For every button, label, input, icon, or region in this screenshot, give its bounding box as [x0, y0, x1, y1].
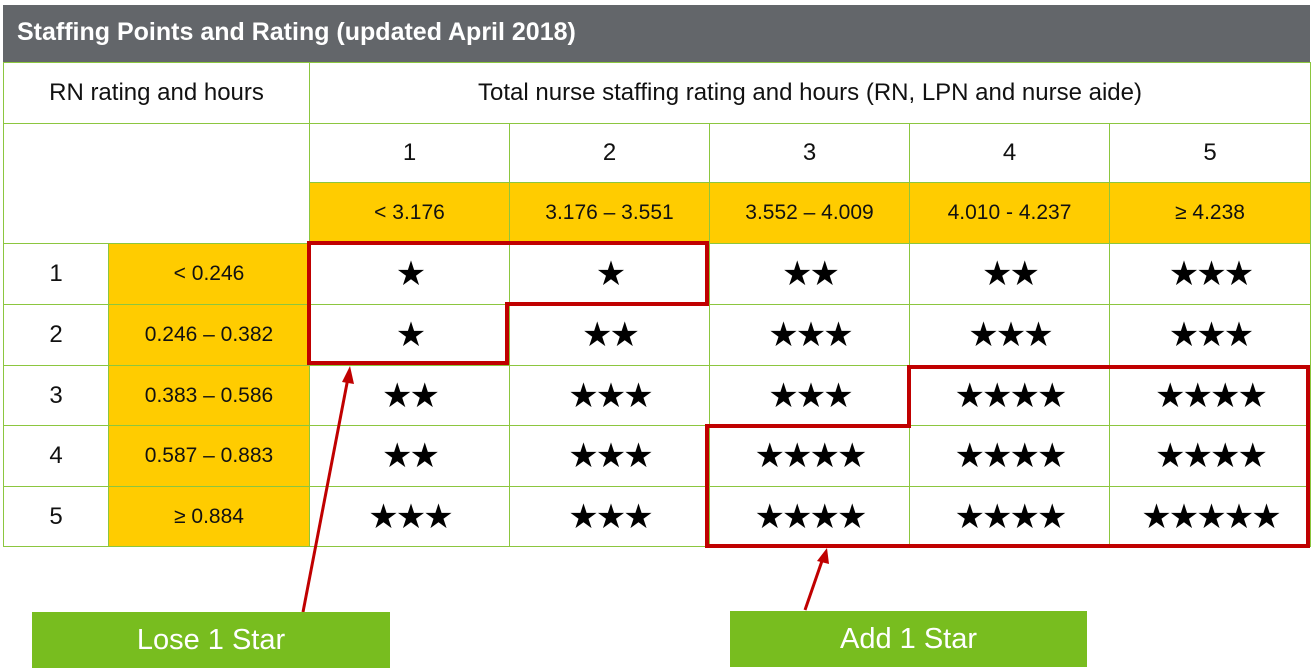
star-icons: ★★★★	[954, 496, 1068, 537]
lose-star-outline	[307, 241, 709, 365]
star-icons: ★	[395, 254, 427, 294]
star-rating-cell: ★★★★	[909, 425, 1110, 487]
star-icons: ★★	[782, 254, 840, 294]
star-icons: ★★★	[568, 375, 653, 416]
star-icons: ★★★	[568, 436, 653, 476]
rn-rating-label: 5	[3, 486, 109, 547]
star-rating-cell: ★	[309, 243, 510, 305]
star-rating-cell: ★★★	[709, 365, 910, 426]
star-icons: ★★★	[568, 496, 653, 537]
star-icons: ★★★	[768, 315, 853, 355]
star-rating-cell: ★★	[309, 365, 510, 426]
rn-range-label: 0.383 – 0.586	[108, 365, 310, 426]
star-rating-cell: ★★★	[309, 486, 510, 547]
star-icons: ★★	[382, 375, 440, 416]
star-icons: ★★	[982, 254, 1040, 294]
total-header: Total nurse staffing rating and hours (R…	[309, 62, 1311, 124]
star-rating-cell: ★★★★	[1109, 425, 1311, 487]
star-icons: ★★	[382, 436, 440, 476]
star-icons: ★★★	[1168, 254, 1254, 294]
total-rating-header: 3	[709, 123, 910, 183]
star-icons: ★	[595, 254, 627, 294]
total-range-header: < 3.176	[309, 182, 510, 244]
star-rating-cell: ★★	[709, 243, 910, 305]
star-rating-cell: ★★★	[1109, 304, 1311, 366]
add-one-star-label: Add 1 Star	[730, 611, 1087, 667]
star-icons: ★	[395, 315, 427, 355]
star-icons: ★★★★	[1155, 436, 1268, 476]
star-icons: ★★★★	[954, 375, 1068, 416]
add-arrow	[803, 557, 825, 611]
rn-range-label: ≥ 0.884	[108, 486, 310, 547]
total-range-header: ≥ 4.238	[1109, 182, 1311, 244]
star-icons: ★★★	[968, 315, 1053, 355]
star-rating-cell: ★★★	[509, 425, 710, 487]
star-rating-cell: ★★	[909, 243, 1110, 305]
star-icons: ★★★★	[1155, 375, 1268, 416]
star-icons: ★★★★	[754, 436, 868, 476]
star-rating-cell: ★★★★	[1109, 365, 1311, 426]
star-rating-cell: ★★★★★	[1109, 486, 1311, 547]
total-range-header: 4.010 - 4.237	[909, 182, 1110, 244]
rn-rating-label: 3	[3, 365, 109, 426]
add-arrowhead	[817, 548, 829, 564]
lose-arrow	[301, 377, 350, 613]
rn-rating-label: 4	[3, 425, 109, 487]
rn-header: RN rating and hours	[3, 62, 310, 124]
star-icons: ★★★	[1168, 315, 1254, 355]
star-rating-cell: ★★★★	[909, 486, 1110, 547]
star-icons: ★★★	[768, 375, 853, 416]
star-icons: ★★★★★	[1141, 496, 1281, 537]
star-rating-cell: ★★★	[1109, 243, 1311, 305]
star-icons: ★★	[582, 315, 640, 355]
lose-one-star-label: Lose 1 Star	[32, 612, 390, 668]
star-rating-cell: ★★★	[709, 304, 910, 366]
star-rating-cell: ★★★★	[709, 486, 910, 547]
add-star-outline	[705, 365, 1310, 548]
star-rating-cell: ★★	[509, 304, 710, 366]
lose-arrowhead	[342, 366, 354, 384]
star-rating-cell: ★★★	[909, 304, 1110, 366]
star-icons: ★★★★	[954, 436, 1068, 476]
total-range-header: 3.552 – 4.009	[709, 182, 910, 244]
star-icons: ★★★★	[754, 496, 868, 537]
star-rating-cell: ★★★	[509, 486, 710, 547]
page-title: Staffing Points and Rating (updated Apri…	[3, 5, 1310, 62]
star-icons: ★★★	[368, 496, 453, 537]
